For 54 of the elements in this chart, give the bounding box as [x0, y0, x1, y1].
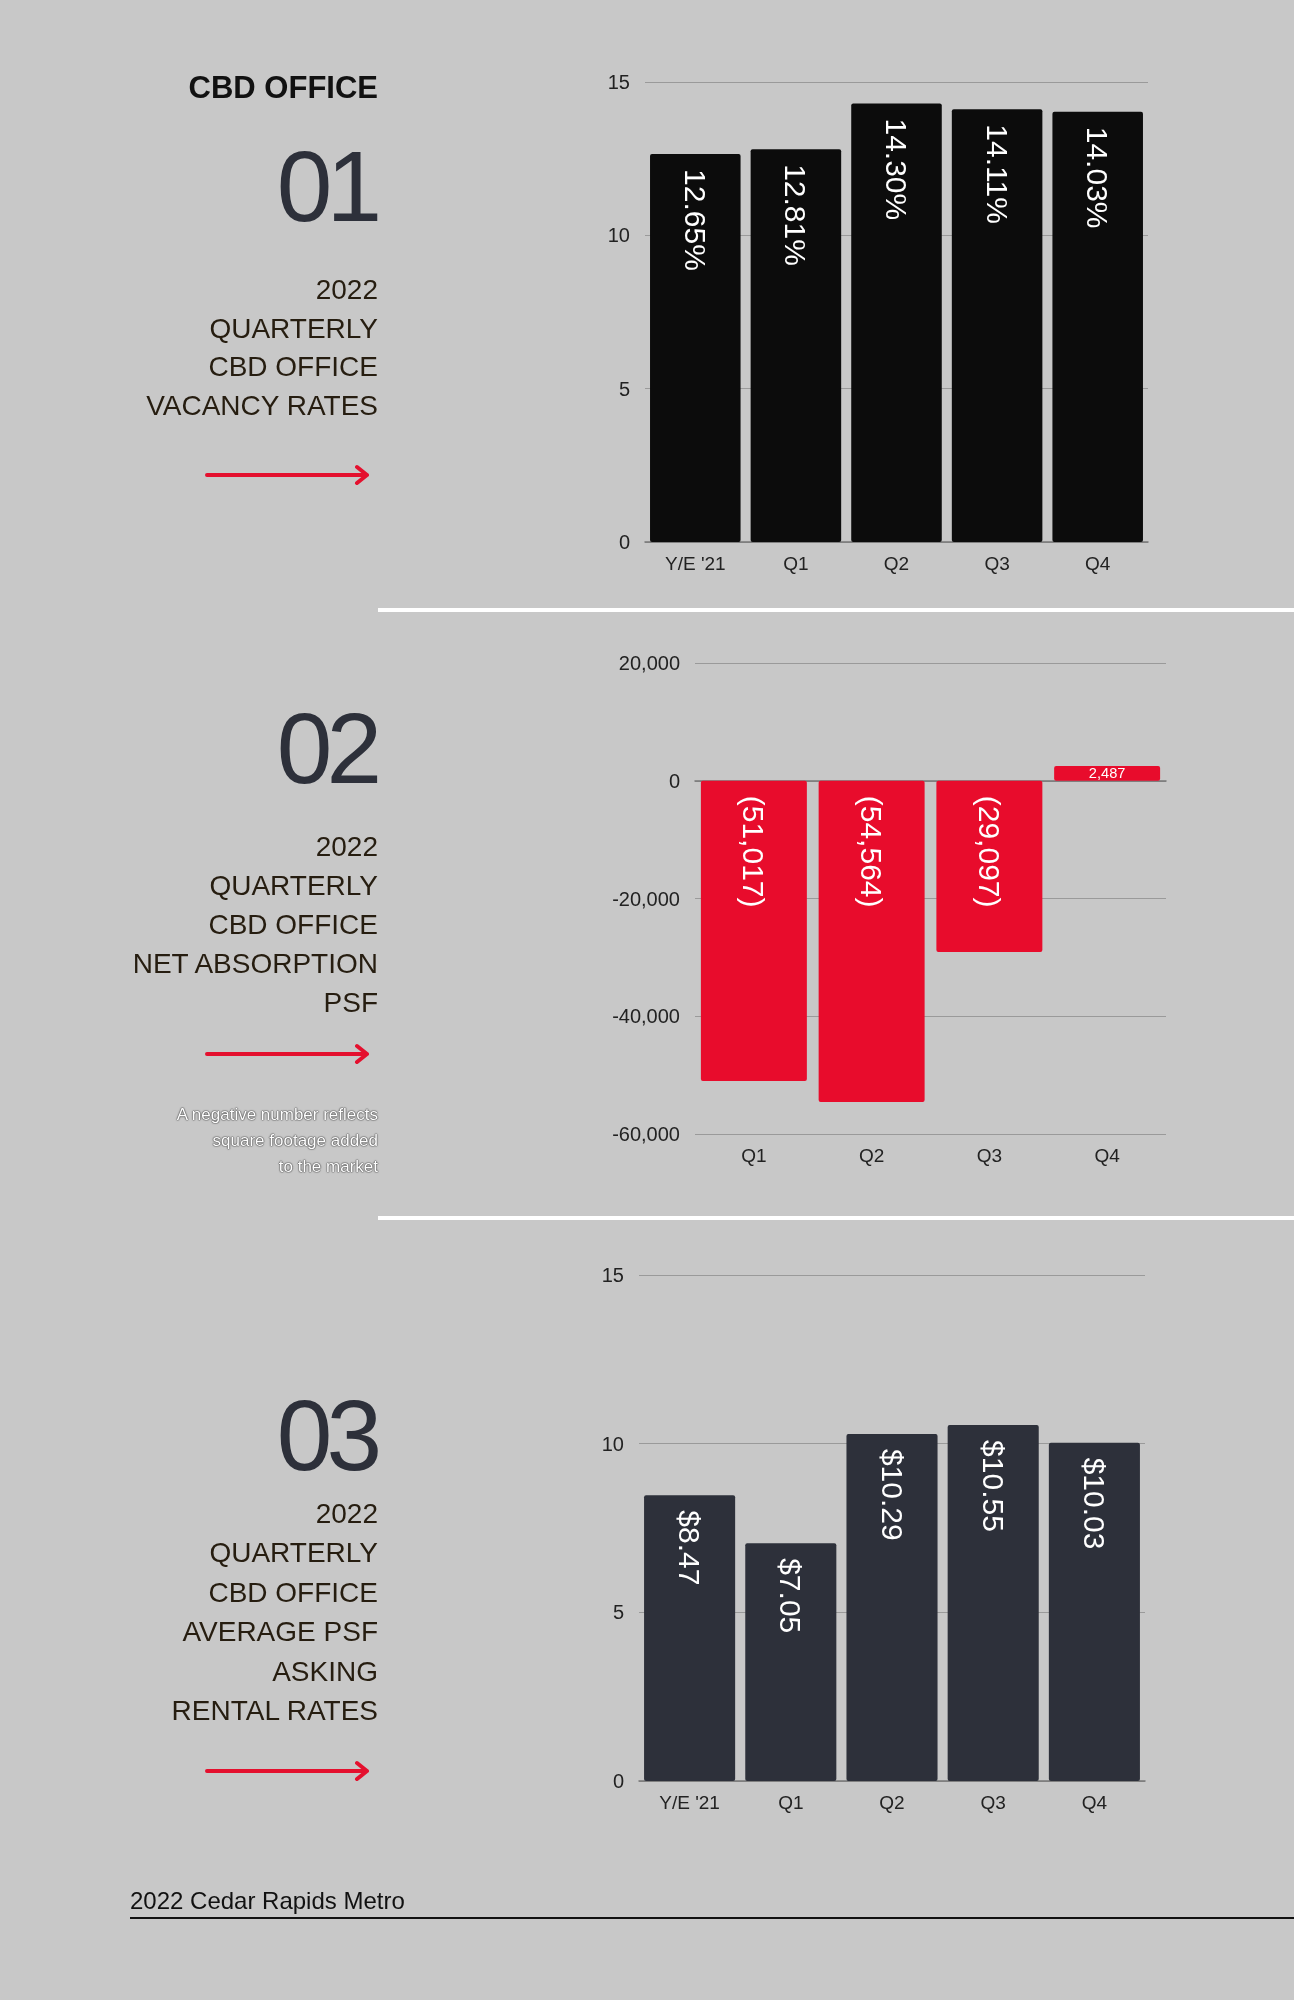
bar — [947, 1425, 1039, 1781]
x-tick-label: Q3 — [984, 553, 1010, 574]
y-tick-label: 5 — [618, 377, 630, 400]
y-tick-label: -20,000 — [612, 887, 680, 910]
x-tick-label: Q1 — [778, 1792, 804, 1813]
data-label: 14.30% — [880, 118, 913, 221]
text: 2022 QUARTERLY CBD OFFICE NET ABSORPTION PSF — [132, 830, 378, 1020]
y-tick-label: 20,000 — [618, 652, 680, 674]
x-tick-label: Q3 — [976, 1145, 1003, 1166]
y-tick-label: 5 — [612, 1601, 624, 1624]
data-label: (54,564) — [855, 795, 889, 908]
x-tick-label: Q2 — [858, 1145, 885, 1166]
y-tick-label: -60,000 — [612, 1123, 680, 1145]
bar — [846, 1433, 938, 1781]
text: 2022 Cedar Rapids Metro — [130, 1887, 405, 1915]
text: 2022 QUARTERLY CBD OFFICE VACANCY RATES — [146, 273, 378, 423]
data-label: (29,097) — [972, 795, 1006, 908]
text: 02 — [276, 692, 376, 804]
bar — [644, 1495, 736, 1781]
y-tick-label: 15 — [607, 71, 630, 93]
data-label: 14.11% — [980, 124, 1014, 224]
data-label: $10.29 — [875, 1448, 909, 1541]
x-tick-label: Q1 — [783, 553, 809, 574]
y-tick-label: 15 — [601, 1264, 624, 1286]
y-tick-label: 0 — [612, 1770, 624, 1792]
data-label: $10.55 — [976, 1440, 1010, 1532]
data-label: 2,487 — [1088, 765, 1126, 782]
x-tick-label: Q4 — [1085, 553, 1111, 574]
x-tick-label: Q2 — [879, 1792, 905, 1813]
text: CBD OFFICE — [188, 70, 378, 106]
y-tick-label: -40,000 — [612, 1005, 680, 1028]
text: 2022 QUARTERLY CBD OFFICE AVERAGE PSF ASKING RENTAL RATES — [171, 1497, 378, 1729]
text: 03 — [276, 1379, 376, 1491]
data-label: 14.03% — [1081, 126, 1115, 229]
data-label: $8.47 — [673, 1510, 707, 1586]
x-tick-label: Y/E '21 — [664, 553, 726, 574]
data-label: (51,017) — [737, 795, 771, 908]
y-tick-label: 10 — [601, 1432, 624, 1455]
x-tick-label: Q4 — [1081, 1792, 1108, 1813]
bar — [1048, 1442, 1140, 1781]
x-tick-label: Q2 — [883, 553, 910, 574]
text: 01 — [276, 130, 376, 242]
x-tick-label: Q3 — [980, 1792, 1006, 1813]
data-label: 12.81% — [779, 164, 813, 266]
y-tick-label: 0 — [668, 769, 680, 792]
x-tick-label: Q4 — [1094, 1145, 1121, 1166]
data-label: $7.05 — [774, 1558, 808, 1634]
y-tick-label: 10 — [607, 224, 630, 247]
x-tick-label: Y/E '21 — [659, 1792, 720, 1813]
x-tick-label: Q1 — [741, 1145, 767, 1166]
y-tick-label: 0 — [618, 531, 630, 553]
bar — [745, 1543, 837, 1781]
data-label: $10.03 — [1077, 1457, 1111, 1550]
data-label: 12.65% — [678, 169, 712, 271]
